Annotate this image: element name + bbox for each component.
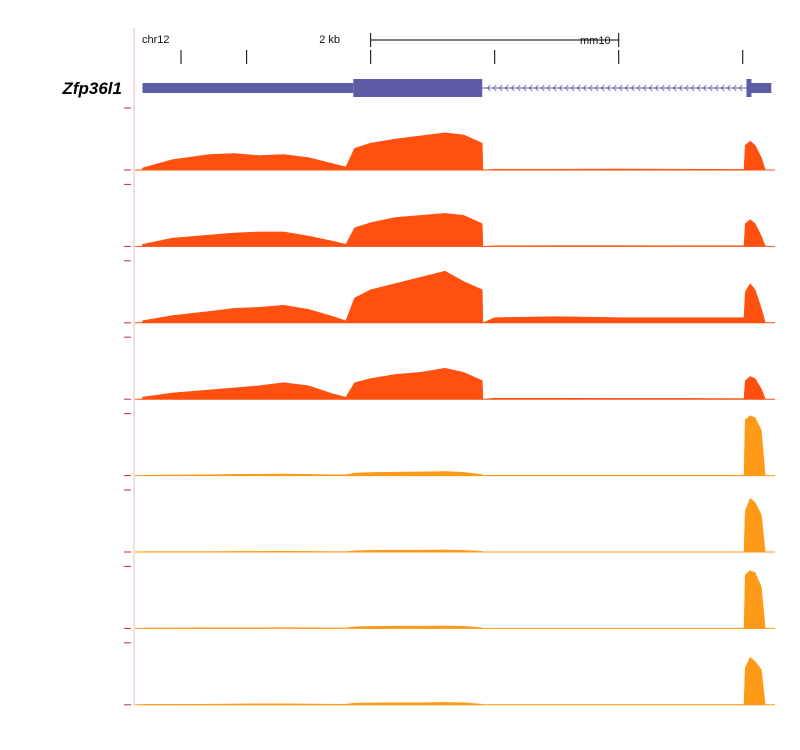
strand-chevron bbox=[606, 84, 611, 92]
strand-chevron bbox=[690, 84, 695, 92]
strand-chevron bbox=[534, 84, 539, 92]
strand-chevron bbox=[654, 84, 659, 92]
gene-utr-block bbox=[142, 83, 354, 93]
strand-chevron bbox=[558, 84, 563, 92]
coverage-track-wt-2[interactable] bbox=[124, 183, 775, 247]
coverage-area bbox=[142, 656, 766, 706]
coverage-area bbox=[142, 132, 766, 171]
strand-chevron bbox=[516, 84, 521, 92]
strand-chevron bbox=[726, 84, 731, 92]
coverage-track-ko-1[interactable] bbox=[124, 413, 775, 477]
strand-chevron bbox=[600, 84, 605, 92]
strand-chevron bbox=[648, 84, 653, 92]
strand-chevron bbox=[666, 84, 671, 92]
coordinate-ruler bbox=[180, 50, 744, 64]
strand-chevron bbox=[582, 84, 587, 92]
chromosome-label: chr12 bbox=[142, 34, 170, 46]
strand-chevron bbox=[702, 84, 707, 92]
strand-chevron bbox=[594, 84, 599, 92]
strand-chevron bbox=[672, 84, 677, 92]
strand-chevron bbox=[528, 84, 533, 92]
strand-chevron bbox=[678, 84, 683, 92]
strand-chevron bbox=[618, 84, 623, 92]
gene-model-zfp36l1[interactable] bbox=[142, 79, 772, 97]
gene-utr-block bbox=[751, 83, 772, 93]
strand-chevron bbox=[522, 84, 527, 92]
strand-chevron bbox=[588, 84, 593, 92]
gene-exon-block bbox=[746, 79, 752, 97]
strand-chevron bbox=[552, 84, 557, 92]
coverage-area bbox=[142, 270, 766, 324]
strand-chevron bbox=[684, 84, 689, 92]
strand-chevron bbox=[540, 84, 545, 92]
strand-chevron bbox=[492, 84, 497, 92]
coverage-area bbox=[142, 415, 766, 476]
coverage-track-ko-2[interactable] bbox=[124, 489, 775, 553]
strand-chevron bbox=[738, 84, 743, 92]
strand-chevron bbox=[624, 84, 629, 92]
coverage-area bbox=[142, 213, 766, 247]
coverage-tracks bbox=[124, 107, 775, 706]
strand-chevron bbox=[486, 84, 491, 92]
strand-chevron bbox=[660, 84, 665, 92]
coverage-track-wt-4[interactable] bbox=[124, 336, 775, 400]
strand-chevron bbox=[636, 84, 641, 92]
coverage-track-wt-3[interactable] bbox=[124, 260, 775, 324]
strand-chevron bbox=[630, 84, 635, 92]
gene-name-label: Zfp36l1 bbox=[61, 79, 122, 98]
strand-chevron bbox=[564, 84, 569, 92]
strand-chevron bbox=[504, 84, 509, 92]
coverage-track-wt-1[interactable] bbox=[124, 107, 775, 171]
coverage-area bbox=[142, 570, 766, 629]
gene-exon-block bbox=[353, 79, 483, 97]
scale-bar-label: 2 kb bbox=[319, 34, 340, 46]
strand-chevron bbox=[498, 84, 503, 92]
strand-chevron bbox=[576, 84, 581, 92]
strand-chevron bbox=[696, 84, 701, 92]
strand-chevron bbox=[570, 84, 575, 92]
assembly-label: mm10 bbox=[580, 35, 611, 47]
strand-chevron bbox=[642, 84, 647, 92]
strand-chevron bbox=[612, 84, 617, 92]
strand-chevron bbox=[732, 84, 737, 92]
coverage-track-ko-4[interactable] bbox=[124, 642, 775, 706]
strand-chevron bbox=[546, 84, 551, 92]
coverage-area bbox=[142, 367, 766, 400]
scale-bar bbox=[370, 33, 620, 47]
coverage-area bbox=[142, 497, 766, 553]
coverage-track-ko-3[interactable] bbox=[124, 565, 775, 629]
strand-chevron bbox=[708, 84, 713, 92]
strand-chevron bbox=[714, 84, 719, 92]
strand-chevron bbox=[510, 84, 515, 92]
strand-chevron bbox=[720, 84, 725, 92]
